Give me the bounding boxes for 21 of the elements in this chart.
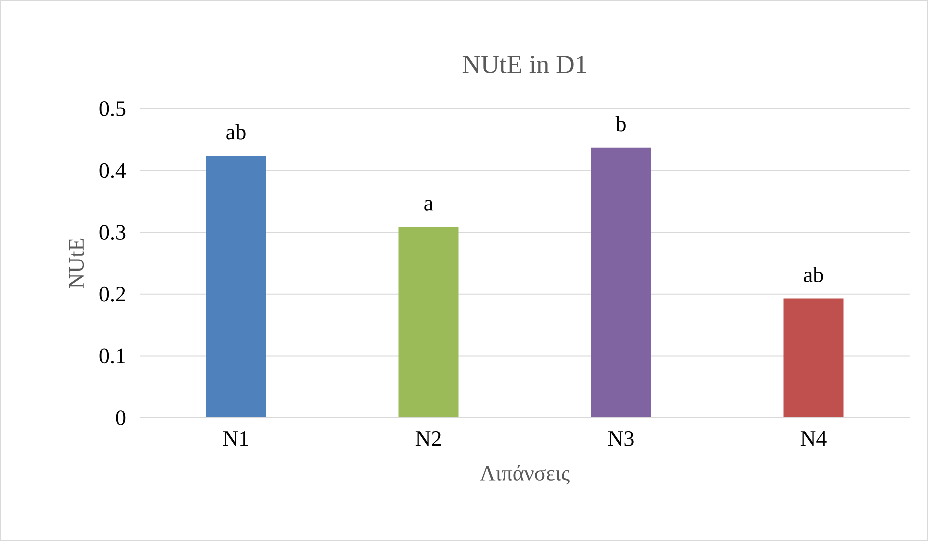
x-tick-label: N2 [416, 432, 441, 446]
annotation: b [616, 116, 626, 132]
annotation: a [424, 200, 434, 211]
y-axis-title: NUtE [69, 238, 84, 289]
bar [206, 156, 266, 418]
x-tick-label: N4 [800, 432, 827, 446]
bar [591, 148, 652, 418]
x-tick-label: N1 [223, 432, 248, 446]
y-tick-label: 0.4 [100, 163, 126, 178]
x-tick-label: N3 [608, 432, 634, 446]
bar [784, 298, 844, 418]
y-tick-label: 0 [116, 410, 126, 426]
bar [398, 227, 459, 418]
y-tick-label: 0.1 [100, 348, 126, 364]
y-tick-label: 0.5 [100, 102, 126, 116]
annotation: ab [226, 124, 246, 140]
annotation: ab [804, 267, 824, 283]
x-axis-title: Λιπάνσεις [480, 465, 570, 485]
y-tick-label: 0.3 [100, 225, 126, 240]
y-tick-label: 0.2 [100, 286, 126, 302]
chart-title: NUtE in D1 [462, 56, 586, 74]
